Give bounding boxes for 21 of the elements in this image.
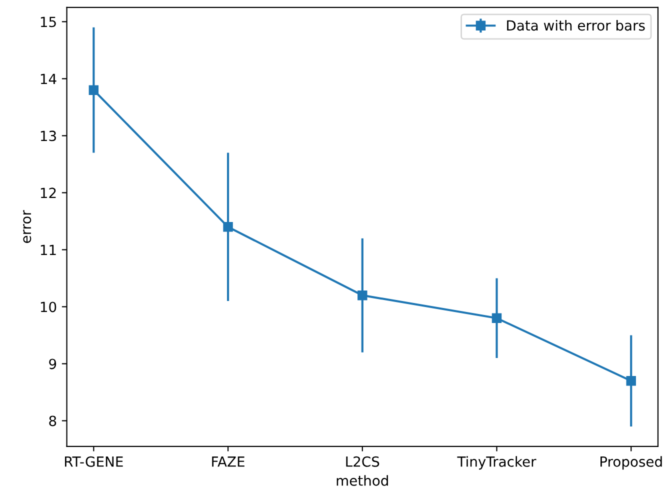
y-tick-label: 13 [40, 130, 56, 142]
y-axis-title: error [23, 210, 32, 243]
point [626, 376, 636, 386]
y-tick-label: 10 [40, 302, 56, 312]
x-tick-label: L2CS [346, 456, 380, 467]
x-axis-title: method [336, 475, 388, 486]
y-tick-label: 9 [49, 358, 56, 370]
x-tick-label: Proposed [600, 456, 662, 470]
y-tick-label: 15 [40, 16, 56, 28]
x-tick-label: TinyTracker [457, 456, 536, 470]
x-tick-label: FAZE [212, 456, 244, 467]
point [358, 290, 368, 300]
y-tick-label: 14 [40, 74, 56, 84]
point [492, 313, 502, 323]
y-tick-label: 8 [49, 416, 56, 426]
y-tick-label: 11 [40, 244, 56, 255]
y-tick-label: 12 [40, 188, 56, 198]
point [223, 222, 233, 232]
x-tick-label: RT-GENE [64, 456, 123, 467]
legend-label: Data with error bars [507, 20, 645, 31]
point [88, 85, 99, 95]
